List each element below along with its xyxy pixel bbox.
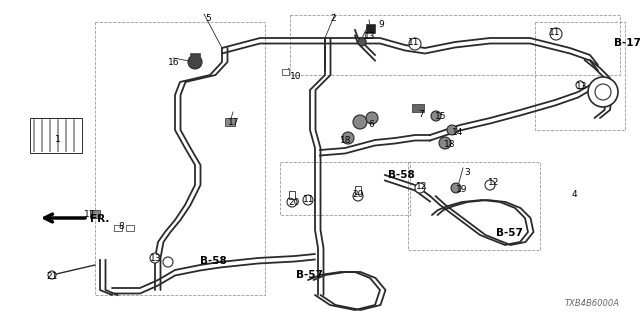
Circle shape <box>188 55 202 69</box>
Bar <box>225 118 235 126</box>
Circle shape <box>48 271 56 279</box>
Bar <box>412 104 424 112</box>
Text: B-58: B-58 <box>388 170 415 180</box>
Text: 13: 13 <box>364 32 376 41</box>
Text: TXB4B6000A: TXB4B6000A <box>565 299 620 308</box>
Text: 18: 18 <box>444 140 456 149</box>
Text: 12: 12 <box>416 182 428 191</box>
Text: 20: 20 <box>352 190 364 199</box>
Bar <box>365 23 374 33</box>
Circle shape <box>358 38 366 46</box>
Bar <box>289 191 295 199</box>
Bar <box>90 210 100 218</box>
Text: B-57: B-57 <box>296 270 323 280</box>
Bar <box>282 69 289 75</box>
Circle shape <box>353 115 367 129</box>
Text: 11: 11 <box>303 195 314 204</box>
Circle shape <box>342 132 354 144</box>
Text: 3: 3 <box>464 168 470 177</box>
Circle shape <box>451 183 461 193</box>
Text: 19: 19 <box>456 185 467 194</box>
Bar <box>30 118 82 153</box>
Text: 13: 13 <box>150 254 161 263</box>
Text: 20: 20 <box>288 198 300 207</box>
Circle shape <box>595 84 611 100</box>
Bar <box>114 225 122 231</box>
Circle shape <box>576 81 584 89</box>
Text: 9: 9 <box>378 20 384 29</box>
Circle shape <box>439 137 451 149</box>
Text: 4: 4 <box>572 190 578 199</box>
Text: FR.: FR. <box>90 214 109 224</box>
Circle shape <box>485 180 495 190</box>
Text: B-58: B-58 <box>200 256 227 266</box>
Text: 13: 13 <box>576 82 588 91</box>
Circle shape <box>150 253 160 263</box>
Circle shape <box>287 197 297 207</box>
Bar <box>190 52 200 58</box>
Text: 11: 11 <box>408 38 419 47</box>
Text: 16: 16 <box>168 58 179 67</box>
Text: 1: 1 <box>55 135 61 144</box>
Circle shape <box>447 125 457 135</box>
Bar <box>126 225 134 231</box>
Text: 6: 6 <box>368 120 374 129</box>
Text: 8: 8 <box>118 222 124 231</box>
Text: B-57: B-57 <box>496 228 523 238</box>
Text: 15: 15 <box>435 112 447 121</box>
Text: 5: 5 <box>205 14 211 23</box>
Text: 12: 12 <box>488 178 499 187</box>
Circle shape <box>550 28 562 40</box>
Text: B-17-20: B-17-20 <box>614 38 640 48</box>
Circle shape <box>163 257 173 267</box>
Bar <box>355 186 361 194</box>
Circle shape <box>353 191 363 201</box>
Text: 11: 11 <box>549 28 561 37</box>
Text: 2: 2 <box>330 14 335 23</box>
Text: 17: 17 <box>228 118 239 127</box>
Text: 17: 17 <box>84 210 95 219</box>
Circle shape <box>303 195 313 205</box>
Text: 21: 21 <box>46 272 58 281</box>
Circle shape <box>366 112 378 124</box>
Text: 14: 14 <box>452 128 463 137</box>
Text: 7: 7 <box>418 110 424 119</box>
Circle shape <box>588 77 618 107</box>
Circle shape <box>431 111 441 121</box>
Text: 10: 10 <box>290 72 301 81</box>
Circle shape <box>415 183 425 193</box>
Circle shape <box>409 38 421 50</box>
Text: 18: 18 <box>340 136 351 145</box>
